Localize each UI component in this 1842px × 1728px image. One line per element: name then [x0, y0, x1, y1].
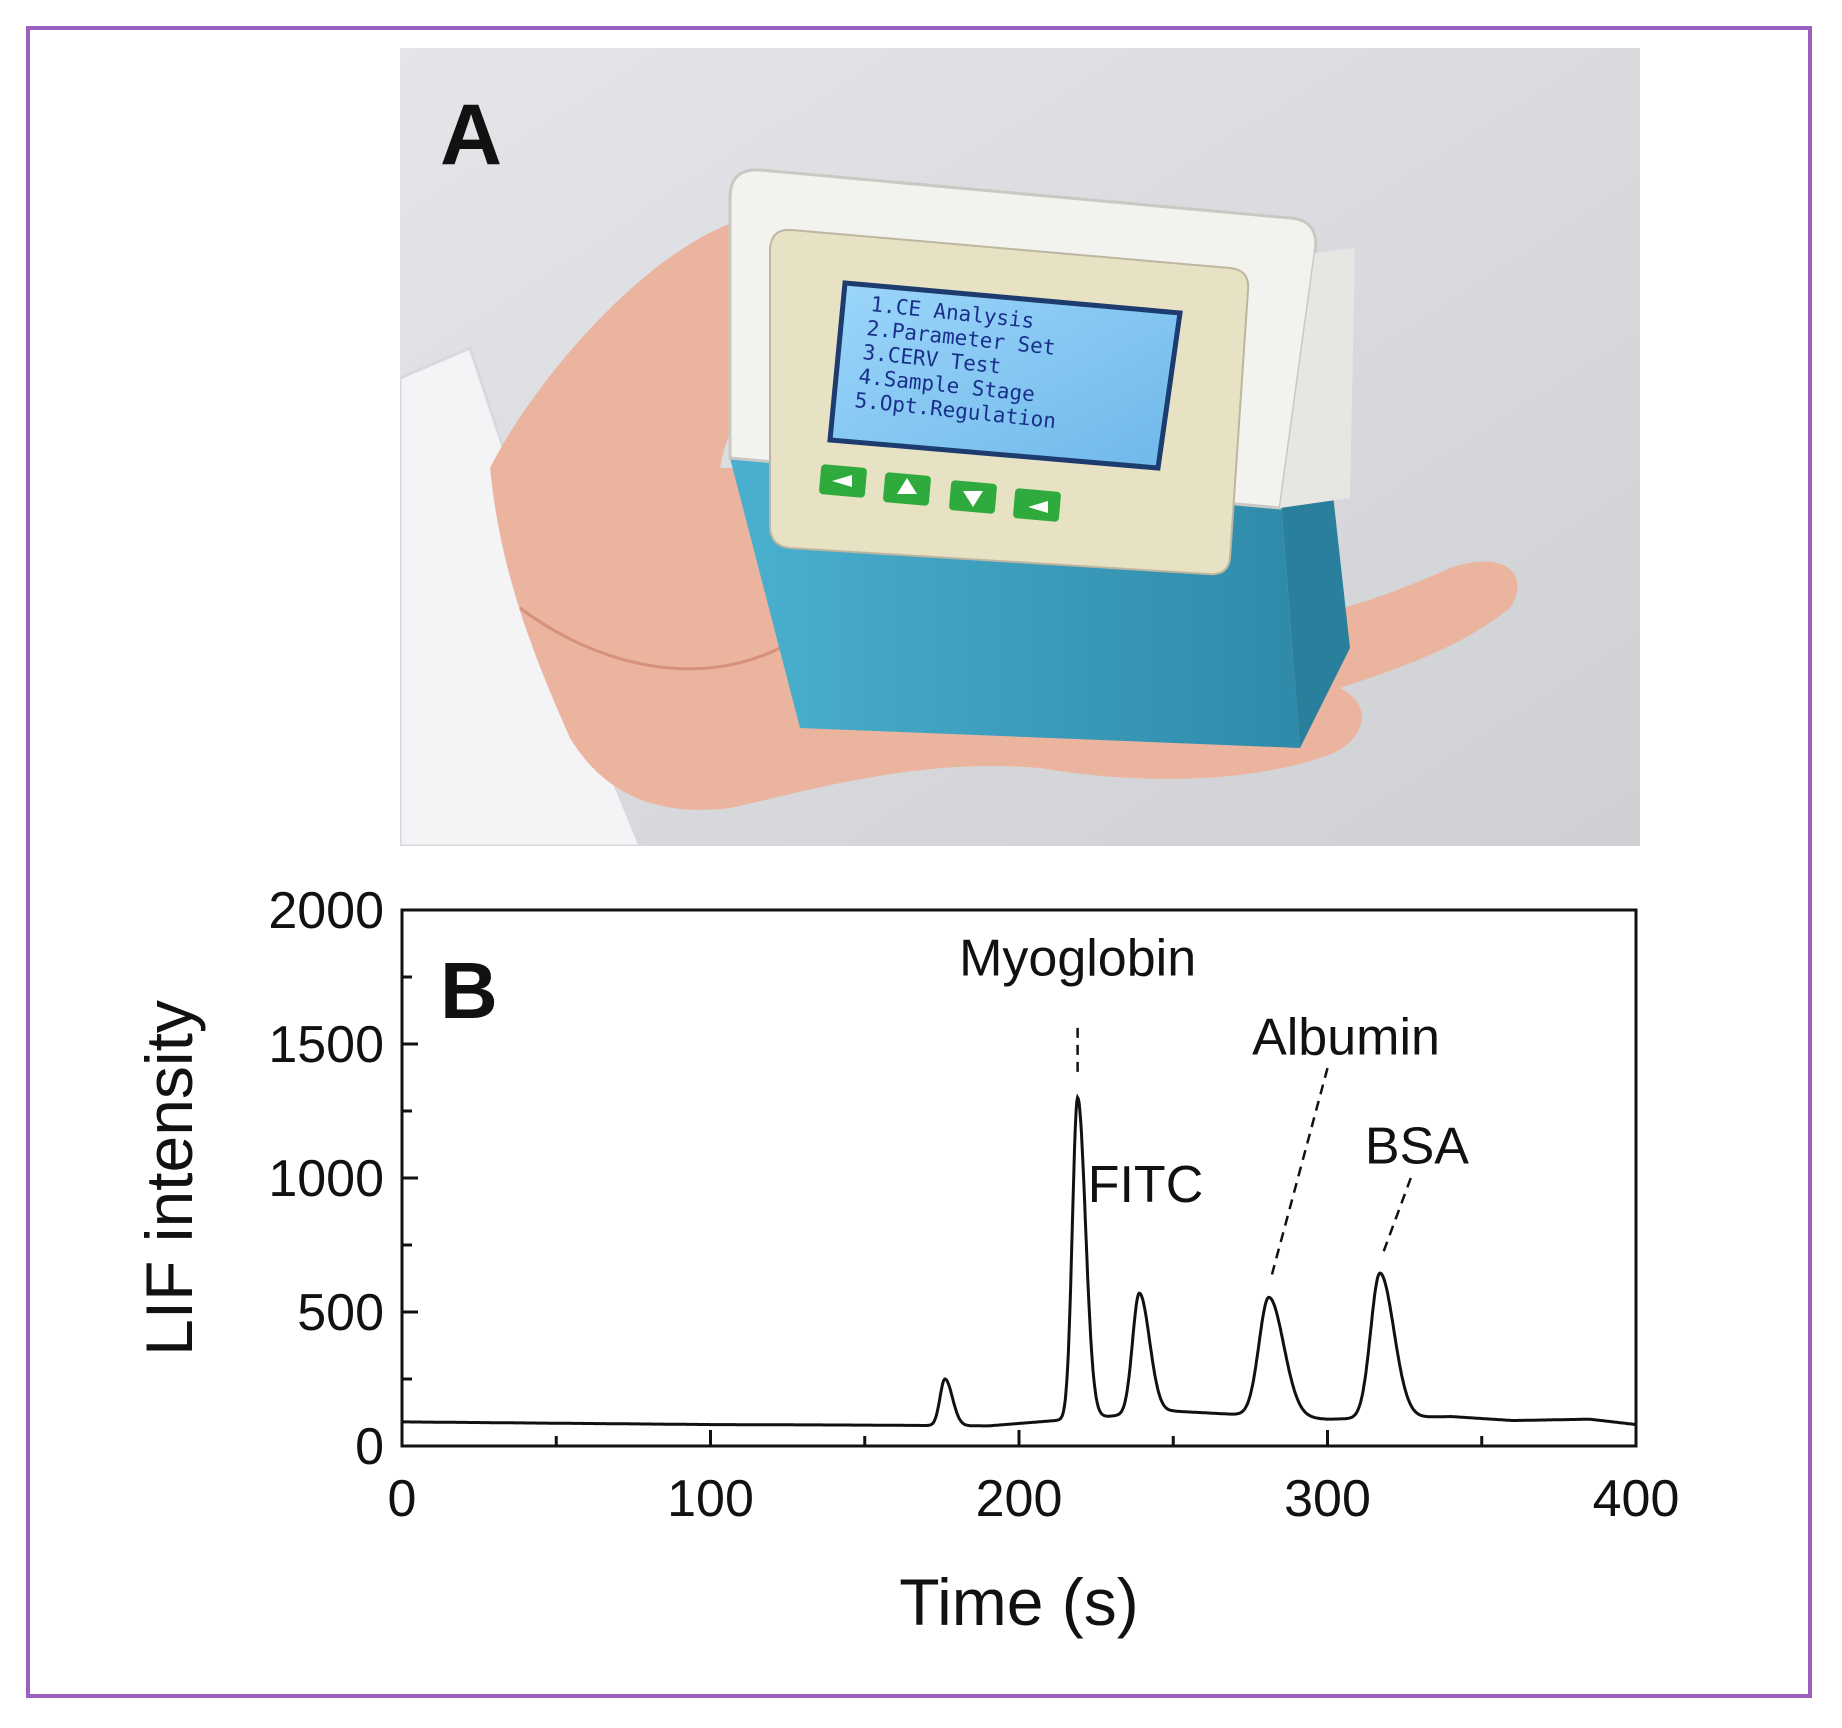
peak-label-albumin: Albumin	[1252, 1009, 1440, 1067]
peak-label-myoglobin: Myoglobin	[959, 930, 1196, 988]
plot-border	[400, 908, 1638, 1448]
x-tick-label: 300	[1284, 1470, 1371, 1528]
y-axis-label: LIF intensity	[132, 1000, 206, 1356]
axis-ticks	[400, 908, 1638, 1448]
peak-labels: Myoglobin FITC Albumin BSA	[959, 930, 1469, 1275]
panel-b-letter: B	[440, 946, 498, 1035]
palm-crease	[519, 606, 781, 671]
device-cap-side	[1280, 248, 1355, 508]
x-tick-label: 200	[976, 1470, 1063, 1528]
device-buttons	[819, 464, 1061, 522]
x-axis-label: Time (s)	[899, 1565, 1139, 1639]
x-tick-label: 0	[388, 1470, 417, 1528]
y-tick-label: 1000	[268, 1150, 384, 1208]
x-tick-label: 100	[667, 1470, 754, 1528]
panel-a-letter: A	[440, 87, 503, 183]
peak-label-fitc: FITC	[1088, 1156, 1204, 1214]
peak-leader-line	[1381, 1177, 1412, 1254]
axis-tick-labels: 0 100 200 300 400 0 500 1000 1500 2000	[268, 882, 1679, 1528]
y-tick-label: 1500	[268, 1016, 384, 1074]
y-tick-label: 500	[297, 1284, 384, 1342]
plot-area	[400, 908, 1638, 1448]
lif-trace-line	[402, 1093, 1637, 1428]
x-tick-label: 400	[1593, 1470, 1680, 1528]
y-tick-label: 0	[355, 1418, 384, 1476]
peak-label-bsa: BSA	[1365, 1117, 1469, 1175]
peak-leader-line	[1270, 1067, 1329, 1275]
device-photo-panel: 1.CE Analysis 2.Parameter Set 3.CERV Tes…	[400, 48, 1640, 846]
device-screen	[827, 280, 1183, 471]
device-photo: 1.CE Analysis 2.Parameter Set 3.CERV Tes…	[400, 48, 1640, 846]
y-tick-label: 2000	[268, 882, 384, 940]
